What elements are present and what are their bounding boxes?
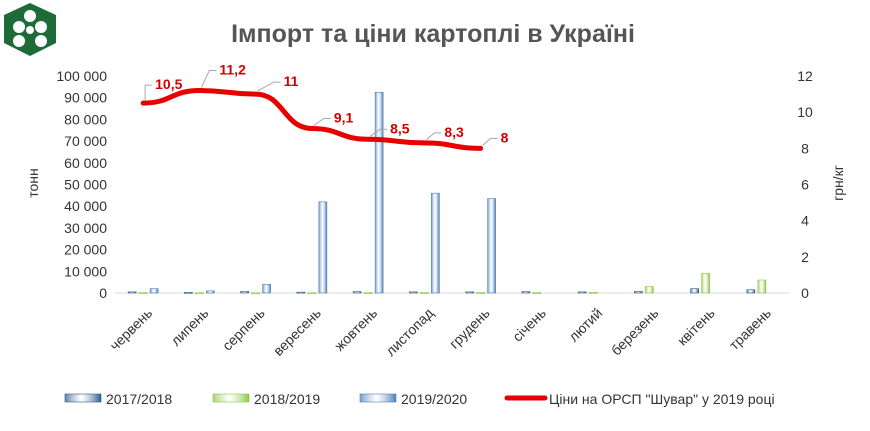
y-axis-label: тонн (25, 168, 41, 198)
bar-2018-2019-березень (645, 286, 654, 294)
y-tick-label: 100 000 (56, 68, 107, 84)
y2-axis-label: грн/кг (830, 165, 846, 201)
agro-cluster-logo (4, 3, 56, 56)
price-label: 8,5 (390, 120, 410, 136)
bar-2018-2019-квітень (701, 273, 710, 294)
y2-tick-label: 10 (797, 104, 813, 120)
y-tick-label: 50 000 (64, 177, 107, 193)
price-label-leader (369, 128, 388, 137)
bar-2019-2020-грудень (487, 198, 496, 294)
legend-label: 2018/2019 (254, 391, 320, 407)
price-label-leader (200, 69, 217, 88)
bar-2018-2019-лютий (588, 292, 598, 294)
x-tick-label: серпень (219, 305, 268, 354)
legend-label: 2019/2020 (401, 391, 467, 407)
bar-2017-2018-січень (521, 291, 531, 294)
legend-swatch (359, 393, 397, 403)
bar-2018-2019-листопад (420, 292, 429, 294)
price-label-leader (257, 81, 281, 92)
x-tick-label: лютий (565, 305, 605, 345)
bar-2017-2018-серпень (240, 291, 249, 294)
y2-tick-label: 6 (801, 177, 809, 193)
bar-2018-2019-травень (757, 279, 767, 294)
y-tick-label: 40 000 (64, 198, 107, 214)
legend-label: Ціни на ОРСП "Шувар" у 2019 році (549, 391, 775, 407)
y-tick-label: 10 000 (64, 263, 107, 279)
price-label: 10,5 (155, 76, 182, 92)
x-tick-label: вересень (270, 305, 324, 359)
bar-2017-2018-квітень (690, 288, 699, 294)
y-tick-label: 60 000 (64, 155, 107, 171)
y2-tick-label: 12 (797, 68, 813, 84)
y-tick-label: 30 000 (64, 220, 107, 236)
bar-2018-2019-грудень (476, 292, 485, 294)
x-tick-label: жовтень (331, 305, 380, 354)
bar-2018-2019-липень (195, 292, 204, 295)
y2-tick-label: 2 (801, 249, 809, 265)
x-tick-label: червень (106, 305, 155, 354)
bar-2019-2020-вересень (318, 201, 328, 294)
bar-2018-2019-жовтень (363, 292, 373, 294)
price-line (140, 87, 484, 151)
bar-2018-2019-вересень (307, 292, 317, 295)
y-tick-label: 20 000 (64, 242, 107, 258)
bar-2017-2018-жовтень (352, 291, 362, 294)
bar-2017-2018-травень (746, 289, 756, 294)
plot-area: 0 10 000 20 000 30 000 40 000 50 000 60 000 70 … (56, 61, 813, 358)
legend-label: 2017/2018 (106, 391, 172, 407)
x-tick-label: травень (726, 305, 774, 353)
price-label: 11 (284, 73, 299, 89)
bar-2019-2020-липень (206, 290, 215, 294)
x-tick-label: грудень (446, 305, 493, 352)
x-tick-label: липень (167, 305, 211, 349)
x-tick-label: січень (509, 305, 549, 345)
y-tick-label: 70 000 (64, 133, 107, 149)
bar-2018-2019-червень (138, 292, 148, 294)
bar-2019-2020-червень (149, 288, 159, 294)
bar-2019-2020-жовтень (374, 91, 384, 294)
bar-2017-2018-лютий (577, 291, 587, 294)
bar-2017-2018-червень (127, 291, 137, 294)
y-tick-label: 0 (99, 285, 107, 301)
bar-2018-2019-серпень (251, 292, 260, 295)
price-label-leader (144, 84, 153, 101)
y-tick-label: 90 000 (64, 90, 107, 106)
legend-swatch (64, 393, 102, 403)
bar-2017-2018-вересень (296, 291, 306, 294)
price-label: 8 (501, 129, 509, 145)
price-label-leader (482, 137, 498, 146)
price-label: 8,3 (444, 124, 464, 140)
bar-2017-2018-грудень (465, 291, 474, 294)
chart-title: Імпорт та ціни картоплі в Україні (231, 20, 635, 48)
y-tick-label: 80 000 (64, 111, 107, 127)
legend-swatch (212, 393, 250, 403)
y2-tick-label: 0 (801, 285, 809, 301)
x-tick-label: квітень (674, 305, 718, 349)
bar-2019-2020-серпень (262, 284, 271, 294)
y2-tick-label: 4 (801, 213, 809, 229)
price-label-leader (426, 132, 442, 141)
bar-2017-2018-березень (634, 291, 643, 294)
price-label: 11,2 (219, 61, 246, 77)
bar-2017-2018-листопад (409, 291, 418, 294)
x-tick-label: листопад (382, 305, 436, 359)
price-label: 9,1 (334, 109, 354, 125)
x-tick-label: березень (608, 305, 662, 359)
legend: 2017/2018 2018/2019 2019/2020 Ціни на ОРСП … (64, 391, 775, 407)
bar-2018-2019-січень (532, 292, 542, 294)
y2-tick-label: 8 (801, 140, 809, 156)
bar-2017-2018-липень (184, 292, 193, 294)
price-label-leader (313, 117, 331, 126)
bar-2019-2020-листопад (431, 192, 440, 294)
